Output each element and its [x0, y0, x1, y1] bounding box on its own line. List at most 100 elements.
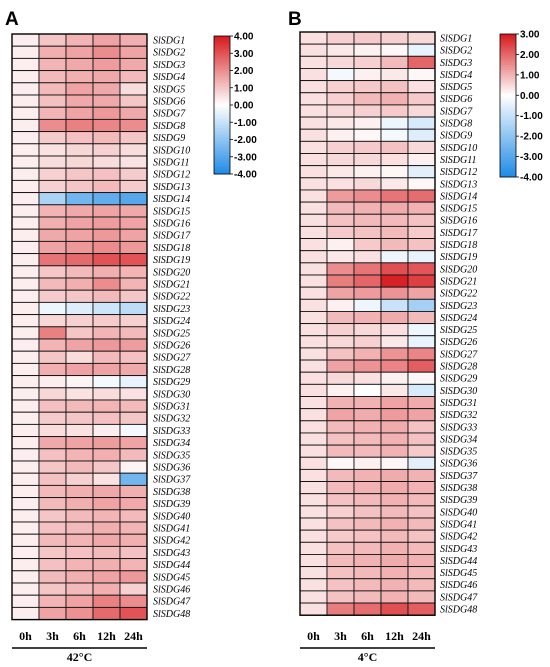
- heatmap-cell-b-35-5: [407, 444, 436, 458]
- heatmap-cell-b-6-4: [380, 92, 409, 106]
- heatmap-cell-b-27-3: [353, 347, 382, 361]
- heatmap-border-a: [11, 33, 148, 621]
- color-scale-step-b-51: [500, 153, 516, 156]
- time-label-b-3: 6h: [361, 629, 374, 643]
- color-scale-step-a-18: [214, 75, 230, 78]
- color-scale-step-a-53: [214, 155, 230, 159]
- heatmap-cell-a-11-4: [92, 155, 121, 169]
- scale-tick-label-b-5: -1.00: [520, 111, 543, 122]
- color-scale-step-b-36: [500, 117, 516, 121]
- heatmap-cell-b-15-1: [299, 201, 328, 215]
- heatmap-cell-a-46-1: [11, 582, 40, 596]
- color-scale-step-b-32: [500, 107, 516, 111]
- color-scale-step-b-50: [500, 150, 516, 154]
- heatmap-cell-a-42-1: [11, 533, 40, 547]
- heatmap-cell-b-22-1: [299, 286, 328, 300]
- heatmap-cell-b-36-5: [407, 456, 436, 470]
- time-label-a-2: 3h: [46, 629, 59, 643]
- color-scale-step-a-7: [214, 49, 230, 53]
- color-scale-step-a-1: [214, 36, 230, 39]
- heatmap-cell-b-4-1: [299, 67, 328, 82]
- color-scale-step-a-60: [214, 171, 230, 175]
- color-scale-step-b-59: [500, 172, 516, 176]
- heatmap-cell-b-42-5: [407, 529, 436, 543]
- heatmap-cell-a-38-5: [119, 484, 148, 499]
- gene-label-a-41: SlSDG41: [153, 524, 190, 535]
- heatmap-cell-b-4-2: [326, 67, 355, 82]
- heatmap-cell-b-39-1: [299, 493, 328, 507]
- heatmap-cell-a-33-3: [65, 423, 94, 438]
- color-scale-step-b-22: [500, 84, 516, 87]
- gene-label-a-2: SlSDG2: [153, 48, 185, 59]
- heatmap-cell-b-48-1: [299, 602, 328, 616]
- heatmap-cell-a-31-5: [119, 399, 148, 413]
- heatmap-cell-a-9-4: [92, 131, 121, 145]
- heatmap-cell-b-31-3: [353, 396, 382, 410]
- color-scale-step-b-33: [500, 110, 516, 114]
- heatmap-cell-a-44-5: [119, 558, 148, 572]
- heatmap-cell-b-31-1: [299, 396, 328, 410]
- scale-tick-label-a-7: -2.00: [234, 135, 257, 146]
- heatmap-cell-a-33-4: [92, 423, 121, 438]
- heatmap-cell-a-9-5: [119, 131, 148, 145]
- heatmap-cell-a-47-1: [11, 594, 40, 608]
- heatmap-cell-b-2-5: [407, 43, 436, 57]
- heatmap-cell-b-10-1: [299, 140, 328, 154]
- heatmap-cell-a-14-1: [11, 192, 40, 206]
- heatmap-cell-b-1-4: [380, 31, 409, 45]
- heatmap-cell-a-45-3: [65, 570, 94, 584]
- color-scale-step-b-13: [500, 62, 516, 66]
- heatmap-cell-b-3-5: [407, 55, 436, 69]
- gene-label-a-15: SlSDG15: [153, 206, 190, 217]
- heatmap-cell-a-25-3: [65, 326, 94, 340]
- heatmap-cell-b-30-4: [380, 383, 409, 397]
- heatmap-cell-a-29-5: [119, 375, 148, 389]
- gene-label-b-7: SlSDG7: [440, 106, 473, 117]
- heatmap-cell-b-33-2: [326, 420, 355, 434]
- heatmap-cell-b-46-1: [299, 578, 328, 592]
- color-scale-step-b-43: [500, 134, 516, 137]
- heatmap-cell-b-43-2: [326, 541, 355, 555]
- gene-label-b-9: SlSDG9: [440, 131, 472, 142]
- heatmap-cell-b-2-4: [380, 43, 409, 57]
- color-scale-step-a-39: [214, 123, 230, 127]
- color-scale-step-a-13: [214, 63, 230, 67]
- heatmap-cell-b-13-2: [326, 177, 355, 191]
- color-scale-step-b-49: [500, 148, 516, 152]
- heatmap-cell-b-21-2: [326, 274, 355, 288]
- heatmap-cell-a-2-3: [65, 45, 94, 59]
- heatmap-cell-a-40-1: [11, 509, 40, 523]
- heatmap-cell-a-42-5: [119, 533, 148, 547]
- color-scale-step-a-21: [214, 82, 230, 85]
- heatmap-cell-b-41-2: [326, 517, 355, 531]
- heatmap-cell-b-37-1: [299, 468, 328, 482]
- color-scale-step-b-60: [500, 174, 516, 178]
- color-scale-step-a-56: [214, 162, 230, 166]
- heatmap-cell-a-38-3: [65, 484, 94, 499]
- heatmap-cell-a-40-2: [38, 509, 67, 523]
- gene-label-b-45: SlSDG45: [440, 568, 477, 579]
- heatmap-cell-a-42-3: [65, 533, 94, 547]
- gene-label-b-17: SlSDG17: [440, 228, 478, 239]
- heatmap-cell-b-38-5: [407, 481, 436, 495]
- heatmap-cell-a-41-5: [119, 521, 148, 535]
- heatmap-cell-b-38-4: [380, 481, 409, 495]
- heatmap-cell-b-32-1: [299, 408, 328, 422]
- heatmap-cell-a-8-2: [38, 118, 67, 133]
- heatmap-cell-a-16-3: [65, 216, 94, 230]
- heatmap-cell-a-3-5: [119, 57, 148, 72]
- gene-label-a-35: SlSDG35: [153, 450, 190, 461]
- heatmap-cell-a-32-1: [11, 411, 40, 425]
- heatmap-cell-b-29-2: [326, 371, 355, 385]
- heatmap-cell-b-48-4: [380, 602, 409, 616]
- color-scale-step-a-58: [214, 167, 230, 170]
- gene-label-a-47: SlSDG47: [153, 597, 191, 608]
- heatmap-cell-b-39-4: [380, 493, 409, 507]
- color-scale-step-b-25: [500, 91, 516, 94]
- heatmap-cell-a-29-4: [92, 375, 121, 389]
- heatmap-cell-b-9-1: [299, 128, 328, 142]
- color-scale-step-b-52: [500, 155, 516, 159]
- heatmap-cell-a-31-4: [92, 399, 121, 413]
- scale-tick-label-b-4: 0.00: [520, 91, 540, 102]
- heatmap-cell-b-10-5: [407, 140, 436, 154]
